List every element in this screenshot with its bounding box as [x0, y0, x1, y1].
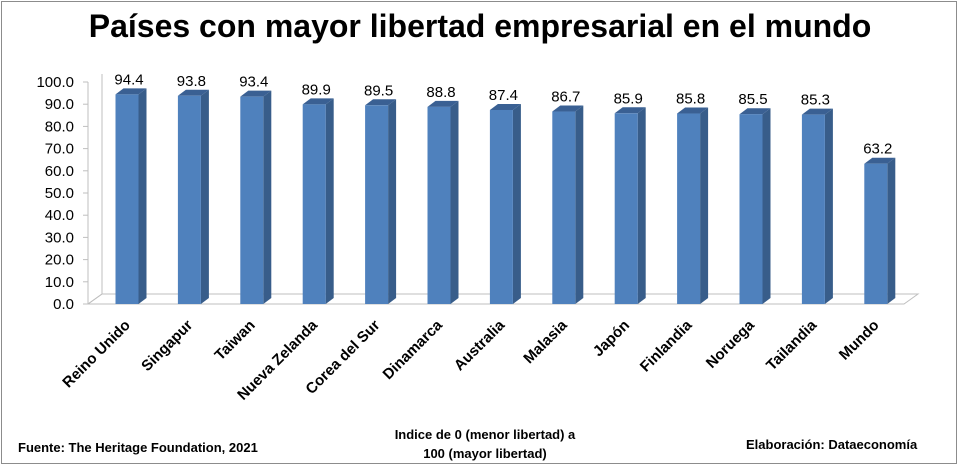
x-tick-label: Japón — [590, 317, 633, 360]
bar — [864, 163, 888, 304]
x-tick-label: Malasia — [520, 316, 571, 367]
bar-side — [575, 105, 584, 304]
bar-side — [887, 157, 896, 304]
x-tick-label: Singapur — [138, 317, 196, 375]
data-label: 87.4 — [489, 87, 518, 104]
y-tick-label: 70.0 — [45, 141, 74, 158]
y-tick-label: 90.0 — [45, 96, 74, 113]
data-label: 93.8 — [177, 73, 206, 90]
bar-top — [115, 88, 147, 95]
source-note: Fuente: The Heritage Foundation, 2021 — [18, 440, 258, 455]
data-label: 88.8 — [426, 84, 455, 101]
y-tick-label: 30.0 — [45, 229, 74, 246]
scale-note-line-1: Indice de 0 (menor libertad) a — [394, 427, 576, 442]
bar — [489, 109, 513, 304]
x-tick-label: Finlandia — [637, 316, 696, 375]
bar-side — [637, 107, 646, 304]
credit-note: Elaboración: Dataeconomía — [746, 437, 918, 452]
x-tick-label: Dinamarca — [380, 316, 447, 383]
bar-side — [824, 108, 833, 304]
bar-top — [240, 90, 272, 97]
bar — [552, 111, 576, 304]
data-label: 85.3 — [801, 92, 830, 109]
bar — [739, 114, 763, 304]
data-label: 85.9 — [614, 90, 643, 107]
y-tick-label: 50.0 — [45, 185, 74, 202]
bar-side — [200, 89, 209, 304]
scale-note: Indice de 0 (menor libertad) a 100 (mayo… — [380, 425, 590, 463]
bar-side — [700, 107, 709, 304]
chart-title: Países con mayor libertad empresarial en… — [88, 8, 872, 44]
data-label: 89.9 — [302, 81, 331, 98]
y-tick-label: 0.0 — [53, 296, 74, 313]
y-tick-label: 80.0 — [45, 118, 74, 135]
bar — [427, 106, 451, 304]
data-label: 94.4 — [114, 71, 143, 88]
bar-top — [801, 108, 833, 115]
x-tick-label: Taiwan — [211, 317, 258, 364]
y-tick-label: 10.0 — [45, 274, 74, 291]
back-wall-edge — [87, 74, 103, 305]
bar-top — [427, 100, 459, 107]
bar-side — [325, 98, 334, 304]
x-tick-label: Noruega — [703, 316, 759, 372]
bar-side — [388, 99, 397, 304]
bar-top — [365, 99, 397, 106]
data-label: 86.7 — [551, 89, 580, 106]
bar — [677, 113, 701, 304]
bar-top — [739, 108, 771, 115]
bar-top — [677, 107, 709, 114]
bar — [614, 113, 638, 304]
bar-top — [552, 105, 584, 112]
y-tick-label: 60.0 — [45, 163, 74, 180]
bar-top — [177, 89, 209, 96]
bar-side — [762, 108, 771, 304]
x-tick-label: Mundo — [836, 317, 883, 364]
bar — [801, 114, 825, 304]
data-label: 89.5 — [364, 82, 393, 99]
bar-side — [450, 100, 459, 304]
bar-top — [864, 157, 896, 164]
data-label: 93.4 — [239, 74, 268, 91]
x-tick-label: Australia — [451, 316, 509, 374]
data-label: 63.2 — [863, 141, 892, 158]
bar — [177, 95, 201, 304]
x-tick-label: Tailandia — [763, 316, 821, 374]
bar-top — [302, 98, 334, 105]
bar-side — [263, 90, 272, 304]
bar-side — [138, 88, 147, 304]
y-tick-label: 100.0 — [36, 74, 74, 91]
bar — [365, 105, 389, 304]
data-label: 85.8 — [676, 91, 705, 108]
bar-top — [489, 103, 521, 110]
bar — [302, 104, 326, 304]
x-tick-label: Reino Unido — [59, 317, 133, 391]
y-tick-label: 20.0 — [45, 252, 74, 269]
bar-top — [614, 107, 646, 114]
data-label: 85.5 — [738, 91, 767, 108]
y-tick-label: 40.0 — [45, 207, 74, 224]
scale-note-line-2: 100 (mayor libertad) — [423, 446, 547, 461]
bar — [240, 96, 264, 304]
bar — [115, 94, 139, 304]
bar-side — [512, 103, 521, 304]
